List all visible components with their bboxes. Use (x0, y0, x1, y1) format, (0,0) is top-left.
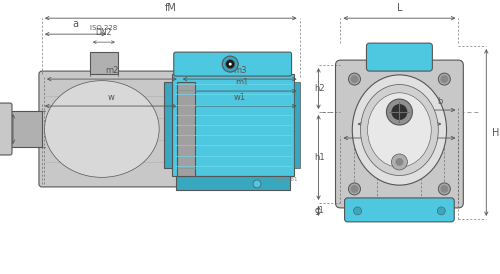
Text: H: H (492, 127, 500, 138)
FancyBboxPatch shape (366, 43, 432, 71)
Bar (172, 74, 294, 176)
Text: 4.93.281: 4.93.281 (274, 178, 298, 182)
FancyBboxPatch shape (174, 52, 292, 76)
Bar (176, 176, 290, 190)
Circle shape (226, 60, 234, 68)
FancyBboxPatch shape (336, 60, 464, 208)
Circle shape (438, 73, 450, 85)
Bar (164, 82, 172, 168)
Text: w1: w1 (234, 93, 245, 102)
Circle shape (228, 63, 232, 65)
Text: DN2: DN2 (96, 28, 112, 37)
Circle shape (386, 99, 412, 125)
Text: fM: fM (165, 3, 176, 13)
Circle shape (392, 154, 407, 170)
Circle shape (348, 183, 360, 195)
Text: L: L (396, 3, 402, 13)
Bar (90, 52, 118, 74)
Circle shape (440, 185, 448, 193)
Ellipse shape (368, 93, 431, 167)
Circle shape (440, 75, 448, 83)
Text: w: w (108, 93, 114, 102)
Circle shape (253, 180, 261, 188)
FancyBboxPatch shape (344, 198, 455, 222)
Ellipse shape (360, 85, 438, 175)
Text: ISO 228: ISO 228 (90, 25, 118, 31)
Circle shape (396, 158, 404, 166)
Bar (294, 82, 300, 168)
Text: m1: m1 (236, 78, 249, 87)
Circle shape (350, 185, 358, 193)
Ellipse shape (44, 81, 159, 177)
Text: DN1: DN1 (4, 106, 13, 122)
Text: n1: n1 (394, 125, 404, 134)
Text: m3: m3 (233, 66, 246, 75)
Circle shape (438, 207, 446, 215)
Circle shape (438, 183, 450, 195)
Text: b: b (437, 97, 442, 106)
Circle shape (392, 104, 407, 120)
Bar (10, 111, 42, 147)
Text: ISO 228: ISO 228 (5, 120, 11, 148)
Text: m2: m2 (105, 66, 118, 75)
Circle shape (222, 56, 238, 72)
FancyBboxPatch shape (0, 103, 12, 155)
FancyBboxPatch shape (39, 71, 184, 187)
Text: h2: h2 (314, 84, 324, 93)
Text: g1: g1 (315, 206, 324, 215)
Ellipse shape (352, 75, 446, 185)
Bar (176, 82, 194, 176)
Text: s: s (397, 97, 402, 106)
Text: h1: h1 (314, 153, 324, 162)
Text: a: a (72, 19, 78, 29)
Circle shape (354, 207, 362, 215)
Circle shape (348, 73, 360, 85)
Text: n2: n2 (394, 111, 404, 120)
Circle shape (350, 75, 358, 83)
